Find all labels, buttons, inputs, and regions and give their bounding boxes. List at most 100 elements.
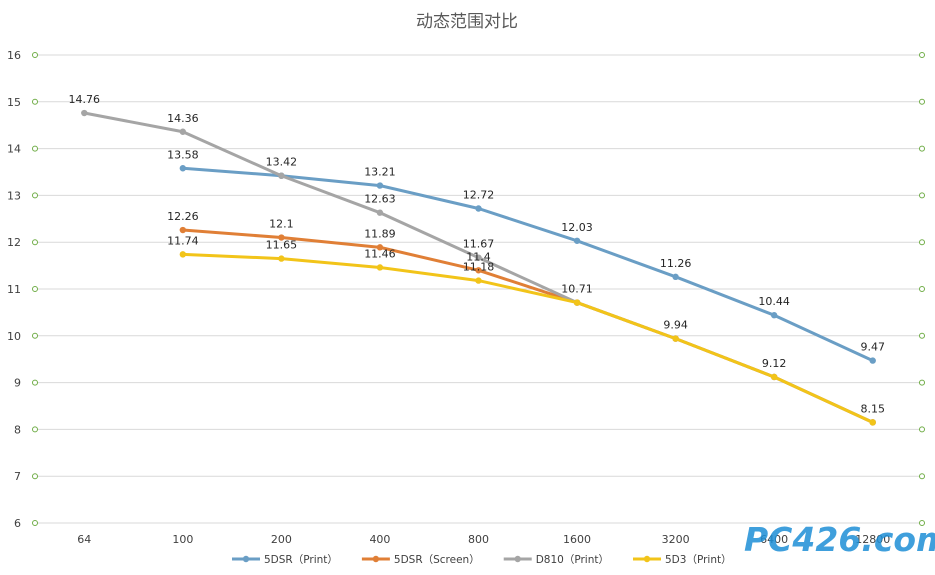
data-point xyxy=(179,251,187,258)
y-axis-marker xyxy=(32,52,38,58)
legend-swatch-dot xyxy=(372,555,380,563)
y-axis-marker xyxy=(32,239,38,246)
data-point xyxy=(869,357,876,364)
y2-axis-marker xyxy=(919,192,925,199)
data-point xyxy=(770,373,778,381)
data-point xyxy=(179,128,187,135)
x-tick-label: 3200 xyxy=(662,533,690,546)
y-tick-label: 7 xyxy=(14,470,21,483)
x-tick-label: 400 xyxy=(369,533,390,546)
y2-axis-marker xyxy=(919,98,925,105)
y2-axis-marker xyxy=(919,145,925,152)
data-label: 11.67 xyxy=(463,238,495,251)
data-label: 12.63 xyxy=(364,193,396,206)
data-label: 11.65 xyxy=(266,239,298,252)
x-tick-label: 100 xyxy=(172,533,193,546)
y-axis-marker xyxy=(32,520,38,526)
legend-entry: 5DSR（Screen） xyxy=(394,554,480,566)
y2-axis-marker xyxy=(919,286,925,292)
y2-axis-marker xyxy=(919,473,925,480)
data-label: 9.94 xyxy=(663,319,688,332)
y-tick-label: 16 xyxy=(7,49,21,62)
y-axis-marker xyxy=(32,98,38,105)
data-point xyxy=(475,267,482,274)
legend-entry: D810（Print） xyxy=(536,554,609,566)
x-tick-label: 6400 xyxy=(760,533,788,546)
x-tick-label: 200 xyxy=(271,533,292,546)
legend-entry: 5DSR（Print） xyxy=(264,554,338,566)
data-label: 11.46 xyxy=(364,247,396,260)
y-tick-label: 11 xyxy=(7,283,21,296)
data-point xyxy=(278,172,285,179)
data-label: 11.18 xyxy=(463,261,495,274)
y-tick-label: 10 xyxy=(7,330,21,343)
data-label: 12.1 xyxy=(269,218,294,231)
legend-swatch-dot xyxy=(643,555,651,563)
y-axis-marker xyxy=(32,192,38,199)
data-label: 11.26 xyxy=(660,257,692,270)
axes: 6 7 8 9 10 11 12 13 14 15 16 64 100 200 400 800 1600 3200… xyxy=(7,49,925,546)
data-label: 10.71 xyxy=(561,283,593,296)
watermark-logo-icon: PC426.com xyxy=(744,520,935,559)
y-tick-label: 6 xyxy=(14,517,21,530)
data-point xyxy=(376,264,384,271)
data-label: 8.15 xyxy=(860,402,885,415)
data-label: 12.03 xyxy=(561,221,593,234)
y-axis-marker xyxy=(32,426,38,433)
data-label: 9.12 xyxy=(762,357,787,370)
x-tick-label: 800 xyxy=(468,533,489,546)
data-label: 11.89 xyxy=(364,227,396,240)
data-point xyxy=(475,254,482,261)
data-point xyxy=(278,255,285,262)
x-tick-label: 1600 xyxy=(563,533,591,546)
x-tick-label: 64 xyxy=(77,533,91,546)
data-label: 10.44 xyxy=(758,295,790,308)
watermark: PC426.com xyxy=(744,520,935,559)
series-line-0 xyxy=(181,166,875,363)
data-point xyxy=(672,335,679,342)
y-tick-label: 13 xyxy=(7,189,21,202)
data-point xyxy=(376,182,384,189)
y2-axis-marker xyxy=(919,332,925,339)
y-axis-marker xyxy=(32,379,38,386)
legend-entry: 5D3（Print） xyxy=(665,554,732,566)
series-group xyxy=(81,109,876,426)
data-label: 9.47 xyxy=(860,341,885,354)
data-point xyxy=(179,165,187,172)
legend-swatch-dot xyxy=(514,555,521,563)
data-point xyxy=(770,312,778,319)
data-point xyxy=(573,237,581,244)
data-label: 14.76 xyxy=(69,93,101,106)
data-label: 12.26 xyxy=(167,210,199,223)
y2-axis-marker xyxy=(919,520,925,526)
y-axis-marker xyxy=(32,145,38,152)
data-label: 13.58 xyxy=(167,148,199,161)
data-point xyxy=(376,244,384,251)
legend: 5DSR（Print） 5DSR（Screen） D810（Print） 5D3（Pr… xyxy=(232,554,732,566)
grid xyxy=(35,54,922,524)
y-axis-marker xyxy=(32,286,38,292)
y-tick-label: 9 xyxy=(14,377,21,390)
data-point xyxy=(869,419,876,426)
y-tick-label: 12 xyxy=(7,236,21,249)
y-tick-label: 8 xyxy=(14,423,21,436)
y-tick-label: 14 xyxy=(7,143,21,156)
data-point xyxy=(475,277,482,284)
y2-axis-marker xyxy=(919,426,925,433)
data-point xyxy=(672,273,679,281)
data-point xyxy=(573,299,581,306)
data-labels: 13.58 13.42 13.21 12.72 12.03 11.26 10.44 9.47 1… xyxy=(69,93,885,415)
y-tick-label: 15 xyxy=(7,96,21,109)
y2-axis-marker xyxy=(919,52,925,58)
data-label: 13.21 xyxy=(364,166,396,179)
x-tick-label: 12800 xyxy=(855,533,890,546)
y2-axis-marker xyxy=(919,239,925,246)
data-label: 11.74 xyxy=(167,234,199,247)
data-label: 13.42 xyxy=(266,156,298,169)
series-line-3 xyxy=(181,252,875,424)
data-point xyxy=(376,209,384,216)
data-point xyxy=(81,109,88,117)
data-point xyxy=(179,226,187,234)
data-label: 12.72 xyxy=(463,189,495,202)
